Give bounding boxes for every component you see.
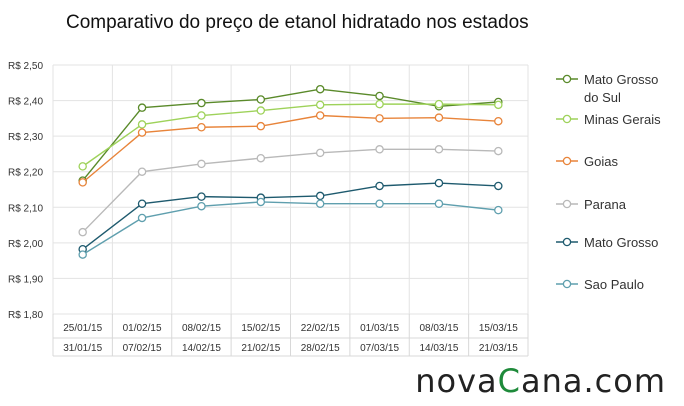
series-line: [82, 114, 499, 183]
y-tick-label: R$ 2,30: [8, 132, 43, 143]
x-tick-label-start: 15/02/15: [241, 323, 280, 334]
legend-label[interactable]: Minas Gerais: [584, 112, 661, 127]
data-point[interactable]: [197, 201, 206, 211]
legend-marker: [562, 114, 572, 124]
y-tick-label: R$ 1,90: [8, 274, 43, 285]
legend-marker: [562, 199, 572, 209]
x-tick-label-end: 14/03/15: [419, 343, 458, 354]
x-tick-label-start: 15/03/15: [479, 323, 518, 334]
series-line: [82, 148, 499, 233]
data-point[interactable]: [434, 178, 444, 188]
data-point[interactable]: [434, 145, 444, 154]
legend-label[interactable]: Mato Grosso: [584, 235, 658, 250]
data-point[interactable]: [315, 84, 325, 94]
x-tick-label-start: 01/02/15: [123, 323, 162, 334]
data-point[interactable]: [256, 197, 266, 207]
x-tick-label-start: 22/02/15: [301, 323, 340, 334]
logo-dot: .: [583, 362, 595, 400]
data-point[interactable]: [137, 167, 147, 176]
y-tick-label: R$ 2,00: [8, 239, 43, 250]
data-point[interactable]: [256, 95, 266, 104]
data-point[interactable]: [434, 113, 444, 122]
data-point[interactable]: [494, 146, 503, 156]
y-tick-label: R$ 2,50: [8, 61, 43, 72]
x-tick-label-end: 31/01/15: [63, 343, 102, 354]
data-point[interactable]: [375, 114, 384, 123]
data-point[interactable]: [375, 99, 384, 109]
data-point[interactable]: [137, 213, 147, 223]
x-tick-label-start: 01/03/15: [360, 323, 399, 334]
logo-tld: com: [594, 362, 666, 400]
y-tick-label: R$ 1,80: [8, 310, 43, 321]
x-tick-label-end: 21/02/15: [241, 343, 280, 354]
x-tick-label-start: 25/01/15: [63, 323, 102, 334]
data-point[interactable]: [494, 205, 503, 215]
data-point[interactable]: [197, 98, 206, 108]
y-tick-label: R$ 2,40: [8, 97, 43, 108]
x-tick-label-end: 21/03/15: [479, 343, 518, 354]
legend-label[interactable]: Parana: [584, 197, 627, 212]
data-point[interactable]: [494, 181, 503, 191]
legend-label[interactable]: Goias: [584, 154, 618, 169]
chart-title: Comparativo do preço de etanol hidratado…: [66, 12, 529, 33]
data-point[interactable]: [315, 148, 325, 158]
data-point[interactable]: [315, 111, 325, 120]
series-line: [82, 182, 499, 250]
data-point[interactable]: [256, 153, 266, 163]
x-tick-label-end: 07/03/15: [360, 343, 399, 354]
x-tick-label-end: 28/02/15: [301, 343, 340, 354]
data-point[interactable]: [375, 91, 384, 101]
data-point[interactable]: [78, 162, 87, 171]
legend-label[interactable]: do Sul: [584, 90, 621, 105]
data-point[interactable]: [256, 121, 266, 131]
data-point[interactable]: [315, 100, 325, 110]
x-tick-label-start: 08/02/15: [182, 323, 221, 334]
data-point[interactable]: [494, 116, 503, 126]
data-point[interactable]: [494, 100, 503, 110]
series-line: [82, 201, 499, 256]
data-point[interactable]: [197, 111, 206, 120]
data-point[interactable]: [434, 199, 444, 208]
data-point[interactable]: [78, 178, 87, 187]
data-point[interactable]: [137, 128, 147, 137]
data-point[interactable]: [375, 199, 384, 208]
data-point[interactable]: [375, 145, 384, 154]
data-point[interactable]: [137, 103, 147, 112]
data-point[interactable]: [137, 199, 147, 208]
data-point[interactable]: [315, 191, 325, 201]
x-tick-label-end: 07/02/15: [123, 343, 162, 354]
data-point[interactable]: [197, 123, 206, 132]
novacana-logo: novaCana.com: [415, 362, 666, 400]
legend-label[interactable]: Mato Grosso: [584, 72, 658, 87]
data-point[interactable]: [78, 250, 87, 259]
legend-marker: [562, 237, 572, 247]
data-point[interactable]: [315, 199, 325, 208]
data-point[interactable]: [137, 120, 147, 129]
data-point[interactable]: [197, 159, 206, 169]
legend-marker: [562, 156, 572, 166]
data-point[interactable]: [375, 181, 384, 191]
data-point[interactable]: [434, 99, 444, 109]
y-tick-label: R$ 2,20: [8, 168, 43, 179]
legend-label[interactable]: Sao Paulo: [584, 277, 644, 292]
y-tick-label: R$ 2,10: [8, 203, 43, 214]
x-tick-label-end: 14/02/15: [182, 343, 221, 354]
legend-marker: [562, 74, 572, 84]
logo-prefix: nova: [415, 362, 498, 400]
data-point[interactable]: [78, 227, 87, 237]
logo-c: C: [497, 362, 521, 400]
logo-suffix: ana: [520, 362, 584, 400]
x-tick-label-start: 08/03/15: [419, 323, 458, 334]
series-line: [82, 103, 499, 167]
data-point[interactable]: [197, 192, 206, 201]
data-point[interactable]: [256, 106, 266, 115]
legend-marker: [562, 279, 572, 289]
